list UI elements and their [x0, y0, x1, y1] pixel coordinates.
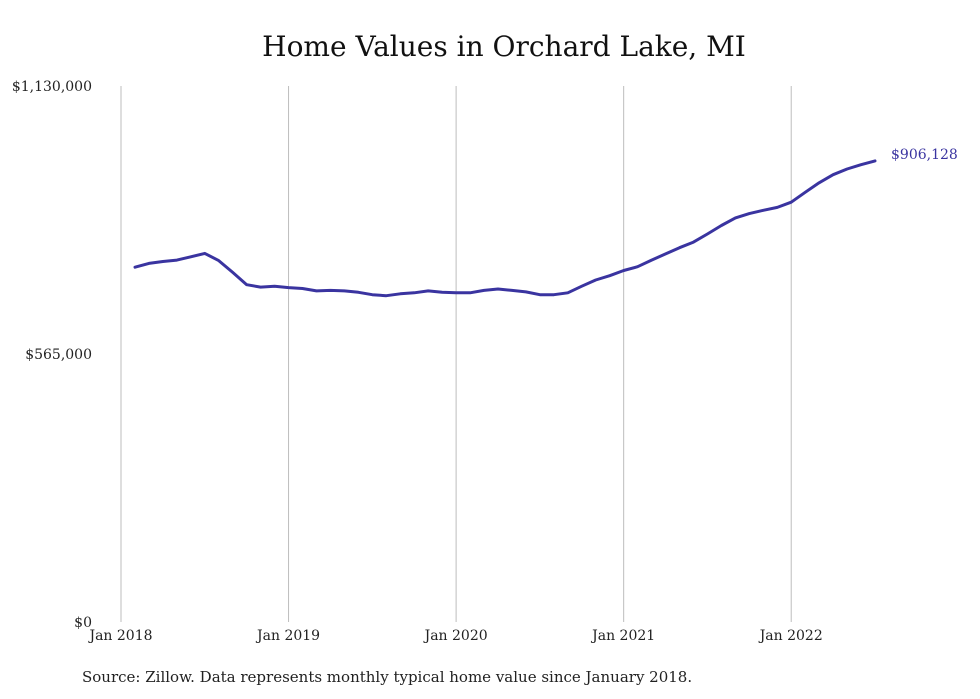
source-note: Source: Zillow. Data represents monthly …: [82, 668, 693, 686]
series-line: [133, 159, 877, 298]
series-layer: [133, 159, 877, 298]
y-tick-label: $0: [74, 615, 92, 631]
gridlines: [120, 86, 792, 622]
x-tick-label: Jan 2018: [87, 628, 152, 644]
line-chart: $0$565,000$1,130,000 Jan 2018 Jan 2019 Jan…: [12, 79, 958, 644]
x-tick-label: Jan 2022: [758, 628, 823, 644]
y-axis-ticks: $0 $565,000 $1,130,000: [12, 79, 92, 631]
x-tick-label: Jan 2020: [423, 628, 488, 644]
y-tick-label: $1,130,000: [12, 79, 92, 95]
x-tick-label: Jan 2019: [255, 628, 320, 644]
y-tick-label: $565,000: [25, 347, 92, 363]
x-tick-label: Jan 2021: [590, 628, 655, 644]
x-axis-ticks: Jan 2018 Jan 2019 Jan 2020 Jan 2021 Jan 2022: [87, 628, 822, 644]
chart-title: Home Values in Orchard Lake, MI: [262, 30, 746, 63]
end-value-label: $906,128: [891, 147, 958, 163]
